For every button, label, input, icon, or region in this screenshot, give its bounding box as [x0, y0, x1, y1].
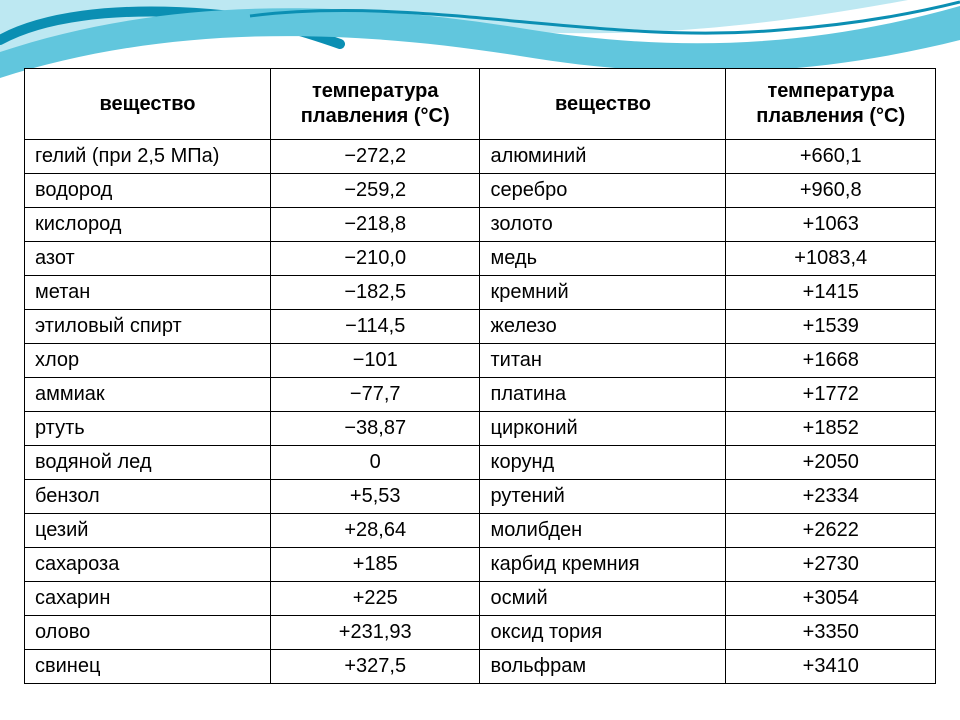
- cell-value-1: −272,2: [270, 140, 480, 174]
- cell-substance-1: гелий (при 2,5 МПа): [25, 140, 271, 174]
- cell-substance-2: алюминий: [480, 140, 726, 174]
- cell-value-2: +2730: [726, 548, 936, 582]
- table-row: гелий (при 2,5 МПа)−272,2алюминий+660,1: [25, 140, 936, 174]
- table-row: водяной лед0корунд+2050: [25, 446, 936, 480]
- cell-value-1: −38,87: [270, 412, 480, 446]
- table-row: сахарин+225осмий+3054: [25, 582, 936, 616]
- col-header-temp-2: температура плавления (°C): [726, 69, 936, 140]
- cell-value-1: +185: [270, 548, 480, 582]
- table-row: сахароза+185карбид кремния+2730: [25, 548, 936, 582]
- table-row: свинец+327,5вольфрам+3410: [25, 650, 936, 684]
- cell-value-2: +2050: [726, 446, 936, 480]
- cell-value-1: +327,5: [270, 650, 480, 684]
- cell-substance-2: платина: [480, 378, 726, 412]
- cell-value-1: −101: [270, 344, 480, 378]
- cell-value-2: +660,1: [726, 140, 936, 174]
- cell-substance-2: титан: [480, 344, 726, 378]
- table-body: гелий (при 2,5 МПа)−272,2алюминий+660,1в…: [25, 140, 936, 684]
- cell-value-2: +3350: [726, 616, 936, 650]
- cell-value-2: +1852: [726, 412, 936, 446]
- cell-value-2: +2622: [726, 514, 936, 548]
- table-row: кислород−218,8золото+1063: [25, 208, 936, 242]
- col-header-substance-2: вещество: [480, 69, 726, 140]
- cell-value-2: +1668: [726, 344, 936, 378]
- cell-substance-2: кремний: [480, 276, 726, 310]
- melting-point-table: вещество температура плавления (°C) веще…: [24, 68, 936, 684]
- cell-value-2: +1415: [726, 276, 936, 310]
- melting-point-table-container: вещество температура плавления (°C) веще…: [24, 68, 936, 684]
- cell-substance-2: медь: [480, 242, 726, 276]
- table-row: ртуть−38,87цирконий+1852: [25, 412, 936, 446]
- cell-value-2: +1539: [726, 310, 936, 344]
- cell-substance-2: оксид тория: [480, 616, 726, 650]
- cell-substance-2: осмий: [480, 582, 726, 616]
- cell-substance-1: метан: [25, 276, 271, 310]
- cell-value-1: −77,7: [270, 378, 480, 412]
- cell-substance-1: азот: [25, 242, 271, 276]
- cell-substance-1: свинец: [25, 650, 271, 684]
- cell-substance-2: молибден: [480, 514, 726, 548]
- cell-value-1: +231,93: [270, 616, 480, 650]
- table-row: азот−210,0медь+1083,4: [25, 242, 936, 276]
- cell-substance-1: сахароза: [25, 548, 271, 582]
- cell-value-1: 0: [270, 446, 480, 480]
- table-header-row: вещество температура плавления (°C) веще…: [25, 69, 936, 140]
- cell-substance-1: бензол: [25, 480, 271, 514]
- cell-substance-2: рутений: [480, 480, 726, 514]
- cell-value-2: +1772: [726, 378, 936, 412]
- cell-value-2: +2334: [726, 480, 936, 514]
- cell-substance-2: корунд: [480, 446, 726, 480]
- swirl-dark: [0, 12, 340, 44]
- cell-substance-1: ртуть: [25, 412, 271, 446]
- cell-value-2: +1083,4: [726, 242, 936, 276]
- cell-value-1: −259,2: [270, 174, 480, 208]
- table-row: водород−259,2серебро+960,8: [25, 174, 936, 208]
- cell-substance-2: серебро: [480, 174, 726, 208]
- cell-value-1: −218,8: [270, 208, 480, 242]
- table-row: метан−182,5кремний+1415: [25, 276, 936, 310]
- cell-value-1: +225: [270, 582, 480, 616]
- col-header-temp-1: температура плавления (°C): [270, 69, 480, 140]
- cell-substance-1: цезий: [25, 514, 271, 548]
- cell-substance-2: вольфрам: [480, 650, 726, 684]
- cell-value-1: −114,5: [270, 310, 480, 344]
- cell-substance-2: железо: [480, 310, 726, 344]
- swirl-light: [0, 0, 960, 60]
- cell-value-1: −210,0: [270, 242, 480, 276]
- cell-substance-1: этиловый спирт: [25, 310, 271, 344]
- cell-substance-2: золото: [480, 208, 726, 242]
- cell-substance-1: олово: [25, 616, 271, 650]
- table-row: хлор−101титан+1668: [25, 344, 936, 378]
- cell-substance-2: цирконий: [480, 412, 726, 446]
- table-row: цезий+28,64молибден+2622: [25, 514, 936, 548]
- col-header-substance-1: вещество: [25, 69, 271, 140]
- cell-value-2: +960,8: [726, 174, 936, 208]
- cell-value-2: +3410: [726, 650, 936, 684]
- cell-substance-1: водород: [25, 174, 271, 208]
- swirl-line: [250, 2, 960, 33]
- cell-value-2: +3054: [726, 582, 936, 616]
- cell-substance-2: карбид кремния: [480, 548, 726, 582]
- cell-substance-1: хлор: [25, 344, 271, 378]
- cell-value-2: +1063: [726, 208, 936, 242]
- cell-substance-1: сахарин: [25, 582, 271, 616]
- cell-value-1: +5,53: [270, 480, 480, 514]
- table-row: олово+231,93оксид тория+3350: [25, 616, 936, 650]
- cell-value-1: +28,64: [270, 514, 480, 548]
- cell-value-1: −182,5: [270, 276, 480, 310]
- table-row: бензол+5,53рутений+2334: [25, 480, 936, 514]
- cell-substance-1: аммиак: [25, 378, 271, 412]
- cell-substance-1: водяной лед: [25, 446, 271, 480]
- table-row: этиловый спирт−114,5железо+1539: [25, 310, 936, 344]
- cell-substance-1: кислород: [25, 208, 271, 242]
- table-row: аммиак−77,7платина+1772: [25, 378, 936, 412]
